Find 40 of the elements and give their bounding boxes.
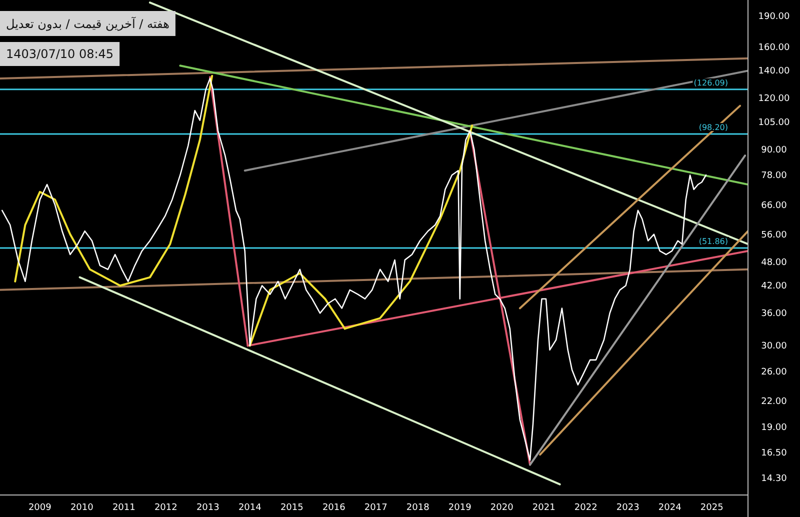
- x-tick-label: 2010: [70, 503, 94, 513]
- y-tick-label: 42.00: [761, 282, 788, 292]
- ref-line-label: (126.09): [694, 78, 728, 88]
- ref-line-label: (98.20): [698, 122, 728, 132]
- y-tick-label: 22.00: [761, 397, 788, 408]
- x-tick-label: 2018: [406, 503, 430, 513]
- x-tick-label: 2024: [658, 503, 682, 513]
- x-tick-label: 2016: [322, 503, 346, 513]
- x-tick-label: 2014: [238, 503, 262, 513]
- x-tick-label: 2022: [574, 503, 598, 513]
- y-tick-label: 120.00: [758, 94, 790, 104]
- annotation: 1403/07/10 08:45: [6, 47, 114, 61]
- x-tick-label: 2023: [616, 503, 640, 513]
- x-tick-label: 2017: [364, 503, 388, 513]
- y-tick-label: 90.00: [761, 146, 788, 156]
- x-tick-label: 2011: [112, 503, 136, 513]
- x-tick-label: 2021: [532, 503, 556, 513]
- y-tick-label: 26.00: [761, 367, 788, 378]
- y-tick-label: 48.00: [761, 258, 788, 268]
- y-tick-label: 160.00: [758, 42, 790, 53]
- y-tick-label: 19.00: [761, 423, 788, 434]
- y-tick-label: 14.30: [761, 474, 788, 484]
- x-tick-label: 2019: [448, 503, 472, 513]
- y-tick-label: 105.00: [758, 118, 790, 128]
- ref-line-label: (51.86): [698, 236, 728, 246]
- x-tick-label: 2015: [280, 503, 304, 513]
- y-tick-label: 140.00: [758, 66, 790, 77]
- y-tick-label: 190.00: [758, 12, 790, 22]
- x-tick-label: 2009: [28, 503, 52, 513]
- y-tick-label: 30.00: [761, 342, 788, 352]
- x-tick-label: 2020: [490, 503, 514, 513]
- annotation: هفته / آخرین قیمت / بدون تعدیل: [6, 16, 170, 31]
- x-tick-label: 2013: [196, 503, 220, 513]
- x-tick-label: 2012: [154, 503, 178, 513]
- y-tick-label: 16.50: [761, 448, 788, 458]
- x-tick-label: 2025: [700, 503, 724, 513]
- y-tick-label: 66.00: [761, 200, 788, 211]
- y-tick-label: 78.00: [761, 171, 788, 182]
- y-tick-label: 56.00: [761, 230, 788, 240]
- y-tick-label: 36.00: [761, 309, 788, 320]
